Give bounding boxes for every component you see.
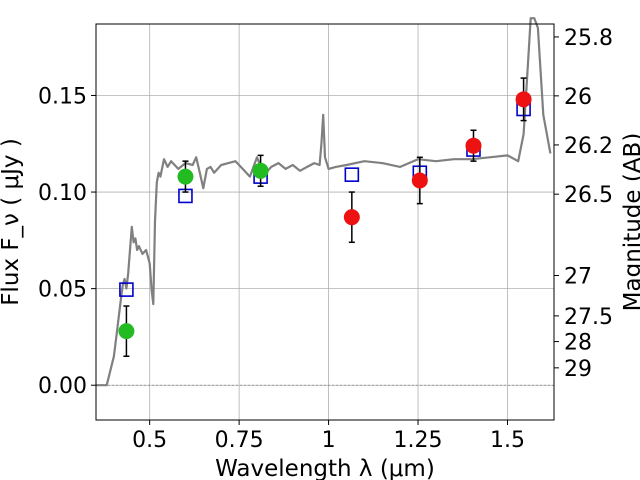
right-tick-label: 27: [564, 265, 592, 290]
x-axis-title: Wavelength λ (μm): [215, 456, 435, 480]
right-tick-label: 29: [564, 357, 592, 382]
x-tick-label: 1: [322, 428, 336, 453]
y-axis-left: 0.00 0.05 0.10 0.15: [38, 84, 96, 399]
right-tick-label: 26: [564, 85, 592, 110]
observed-photometry-point: [343, 209, 360, 226]
x-tick-label: 1.25: [394, 428, 443, 453]
observed-photometry-point: [515, 91, 532, 108]
x-tick-label: 0.5: [132, 428, 167, 453]
y-tick-label: 0.00: [38, 374, 87, 399]
model-photometry-point: [119, 282, 134, 297]
right-tick-label: 26.5: [564, 183, 613, 208]
plot-frame: [95, 23, 555, 421]
observed-photometry-point: [465, 137, 482, 154]
x-tick-label: 1.5: [490, 428, 525, 453]
series-layer: [96, 17, 552, 387]
right-axis-title: Magnitude (AB): [620, 133, 640, 312]
right-tick-label: 28: [564, 331, 592, 356]
x-axis: 0.5 0.75 1 1.25 1.5: [132, 420, 525, 453]
model-photometry-point: [344, 167, 360, 182]
y-tick-label: 0.10: [38, 181, 87, 206]
y-tick-label: 0.15: [38, 84, 87, 109]
observed-photometry-point: [118, 323, 135, 340]
x-tick-label: 0.75: [215, 428, 264, 453]
observed-photometry-point: [252, 162, 269, 179]
y-tick-label: 0.05: [38, 278, 87, 303]
observed-photometry-point: [411, 172, 428, 189]
right-tick-label: 27.5: [564, 305, 613, 330]
y-axis-title: Flux F_ν ( μJy ): [0, 138, 24, 306]
right-tick-label: 26.2: [564, 134, 613, 159]
observed-photometry-point: [177, 168, 194, 185]
right-tick-label: 25.8: [564, 26, 613, 51]
model-spectrum-line: [96, 17, 552, 387]
